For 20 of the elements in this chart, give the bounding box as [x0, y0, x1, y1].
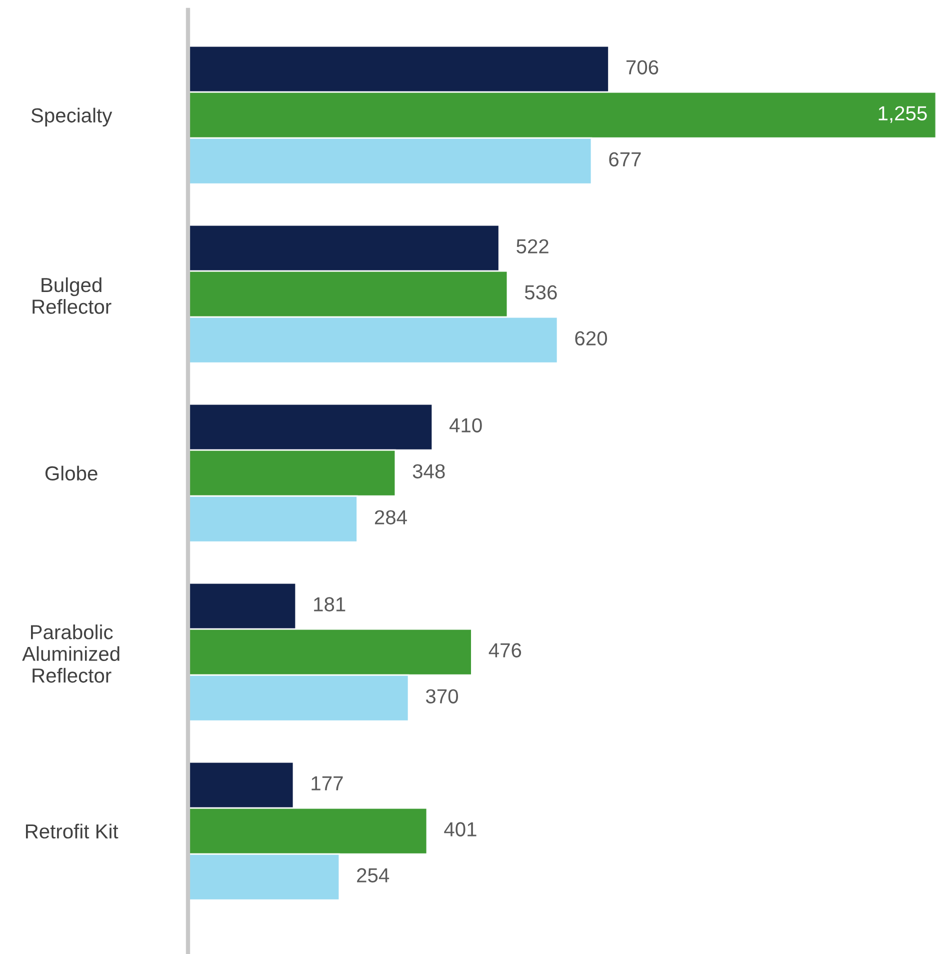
data-label: 370	[426, 689, 458, 704]
data-label: 181	[314, 597, 346, 612]
data-label: 536	[524, 285, 557, 300]
data-label: 410	[449, 418, 482, 432]
y-tick-label: Bulged Reflector	[32, 277, 112, 314]
data-label: 177	[312, 776, 343, 790]
data-label: 706	[626, 60, 658, 74]
data-label: 476	[488, 643, 522, 658]
y-tick-label: Globe	[45, 466, 98, 481]
data-label: 348	[412, 464, 445, 478]
data-label: 284	[374, 510, 407, 524]
data-label: 401	[444, 822, 476, 836]
data-label: 1,255	[878, 106, 927, 123]
y-tick-label: Parabolic Aluminized Reflector	[22, 624, 120, 683]
data-label: 522	[516, 239, 548, 254]
y-tick-label: Specialty	[31, 108, 112, 127]
y-tick-label: Retrofit Kit	[26, 824, 118, 839]
data-label: 677	[609, 152, 641, 166]
data-label: 254	[357, 868, 390, 882]
data-label: 620	[575, 331, 608, 346]
